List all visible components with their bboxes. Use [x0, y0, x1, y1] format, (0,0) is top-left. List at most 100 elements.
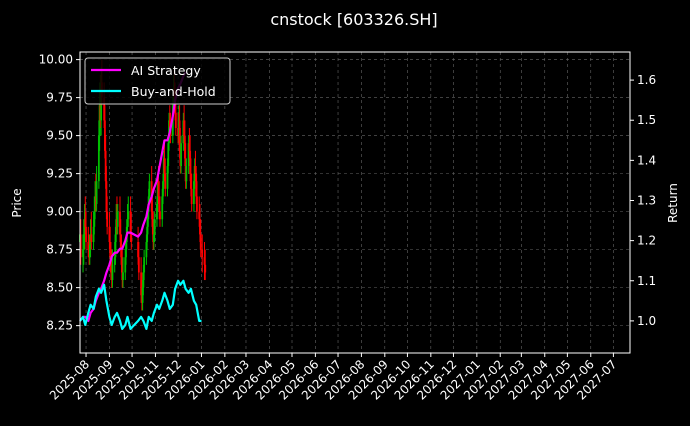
legend-box: [84, 57, 231, 105]
candle-body: [90, 234, 93, 243]
candle-body: [204, 264, 207, 273]
candle-body: [85, 226, 87, 243]
y-right-tick-label: 1.4: [637, 153, 656, 167]
series-line-buy-and-hold: [79, 279, 202, 330]
candle-body: [189, 150, 192, 174]
candle-body: [130, 234, 133, 243]
candle-body: [82, 234, 85, 250]
candle-body: [153, 234, 155, 243]
y-right-tick-label: 1.2: [637, 234, 656, 248]
candle-body: [116, 211, 119, 227]
candle-body: [158, 196, 161, 212]
y-left-tick-label: 10.00: [39, 53, 73, 67]
candle-body: [87, 242, 90, 250]
candle-body: [162, 181, 164, 197]
candle-body: [108, 226, 111, 243]
candle-body: [190, 173, 192, 189]
candle-body: [110, 257, 112, 273]
series-lines: [79, 71, 202, 330]
plot-frame: [79, 51, 631, 354]
candle-body: [166, 166, 169, 189]
candle-body: [104, 150, 107, 182]
candle-body: [148, 181, 151, 197]
candle-body: [185, 166, 188, 182]
y-left-tick-label: 8.25: [46, 319, 73, 333]
candle-body: [183, 135, 186, 159]
candle-body: [137, 242, 139, 258]
candle-body: [161, 196, 164, 220]
candle-body: [168, 120, 171, 129]
candle-body: [196, 196, 198, 212]
candle-body: [167, 143, 170, 167]
y-axis-right-title: Return: [666, 183, 680, 223]
candle-body: [187, 143, 190, 167]
candle-body: [145, 242, 148, 258]
candle-body: [125, 242, 127, 258]
candle-body: [188, 143, 191, 151]
candle-body: [88, 245, 91, 258]
y-right-tick-label: 1.0: [637, 314, 656, 328]
candle-body: [141, 287, 144, 303]
candle-body: [103, 120, 106, 151]
y-axis-left: 8.25 8.50 8.75 9.00 9.25 9.50 9.75 10.00: [39, 53, 80, 333]
candle-body: [143, 257, 146, 273]
candle-body: [164, 173, 167, 189]
candle-body: [178, 120, 181, 151]
candle-body: [111, 264, 114, 281]
candle-body: [114, 234, 117, 258]
y-left-tick-label: 9.00: [46, 205, 73, 219]
candle-body: [103, 97, 106, 121]
candle-body: [105, 181, 108, 212]
candle-body: [159, 211, 161, 220]
y-right-tick-label: 1.5: [637, 113, 656, 127]
candle-body: [119, 211, 121, 235]
y-left-tick-label: 9.75: [46, 91, 73, 105]
candle-body: [126, 219, 129, 227]
candle-body: [84, 219, 87, 227]
chart-title: cnstock [603326.SH]: [270, 10, 437, 29]
candle-body: [109, 242, 112, 258]
candle-body: [140, 272, 143, 296]
y-left-tick-label: 8.50: [46, 281, 73, 295]
legend-label-ai-strategy: AI Strategy: [131, 63, 201, 78]
candle-body: [190, 188, 193, 205]
candle-body: [146, 226, 149, 243]
candle-body: [193, 181, 195, 205]
candle-body: [156, 204, 158, 220]
candle-body: [95, 181, 98, 205]
candle-body: [151, 211, 154, 227]
y-right-tick-label: 1.6: [637, 73, 656, 87]
y-right-tick-label: 1.1: [637, 274, 656, 288]
y-left-tick-label: 9.50: [46, 129, 73, 143]
candle-body: [122, 272, 124, 281]
candle-body: [127, 211, 130, 220]
y-left-tick-label: 8.75: [46, 243, 73, 257]
candle-body: [120, 249, 123, 265]
y-right-tick-label: 1.3: [637, 193, 656, 207]
candle-body: [183, 120, 186, 136]
candle-body: [163, 158, 166, 174]
candle-body: [137, 257, 140, 273]
candle-body: [119, 234, 122, 250]
series-line-ai-strategy: [79, 71, 187, 322]
candle-body: [194, 166, 197, 174]
legend: AI Strategy Buy-and-Hold: [84, 57, 231, 105]
candle-body: [174, 112, 177, 129]
candle-body: [129, 211, 132, 235]
candle-body: [203, 257, 206, 265]
candle-body: [92, 226, 95, 243]
y-axis-left-title: Price: [10, 188, 24, 217]
candle-body: [79, 234, 82, 258]
candle-body: [93, 211, 96, 227]
candle-body: [153, 219, 156, 235]
candle-body: [124, 257, 127, 273]
candle-body: [180, 143, 182, 167]
candle-body: [82, 249, 84, 258]
candle-body: [195, 173, 198, 197]
candle-body: [147, 211, 149, 227]
candle-body: [157, 181, 160, 197]
candle-body: [106, 211, 109, 227]
candle-body: [142, 272, 145, 288]
